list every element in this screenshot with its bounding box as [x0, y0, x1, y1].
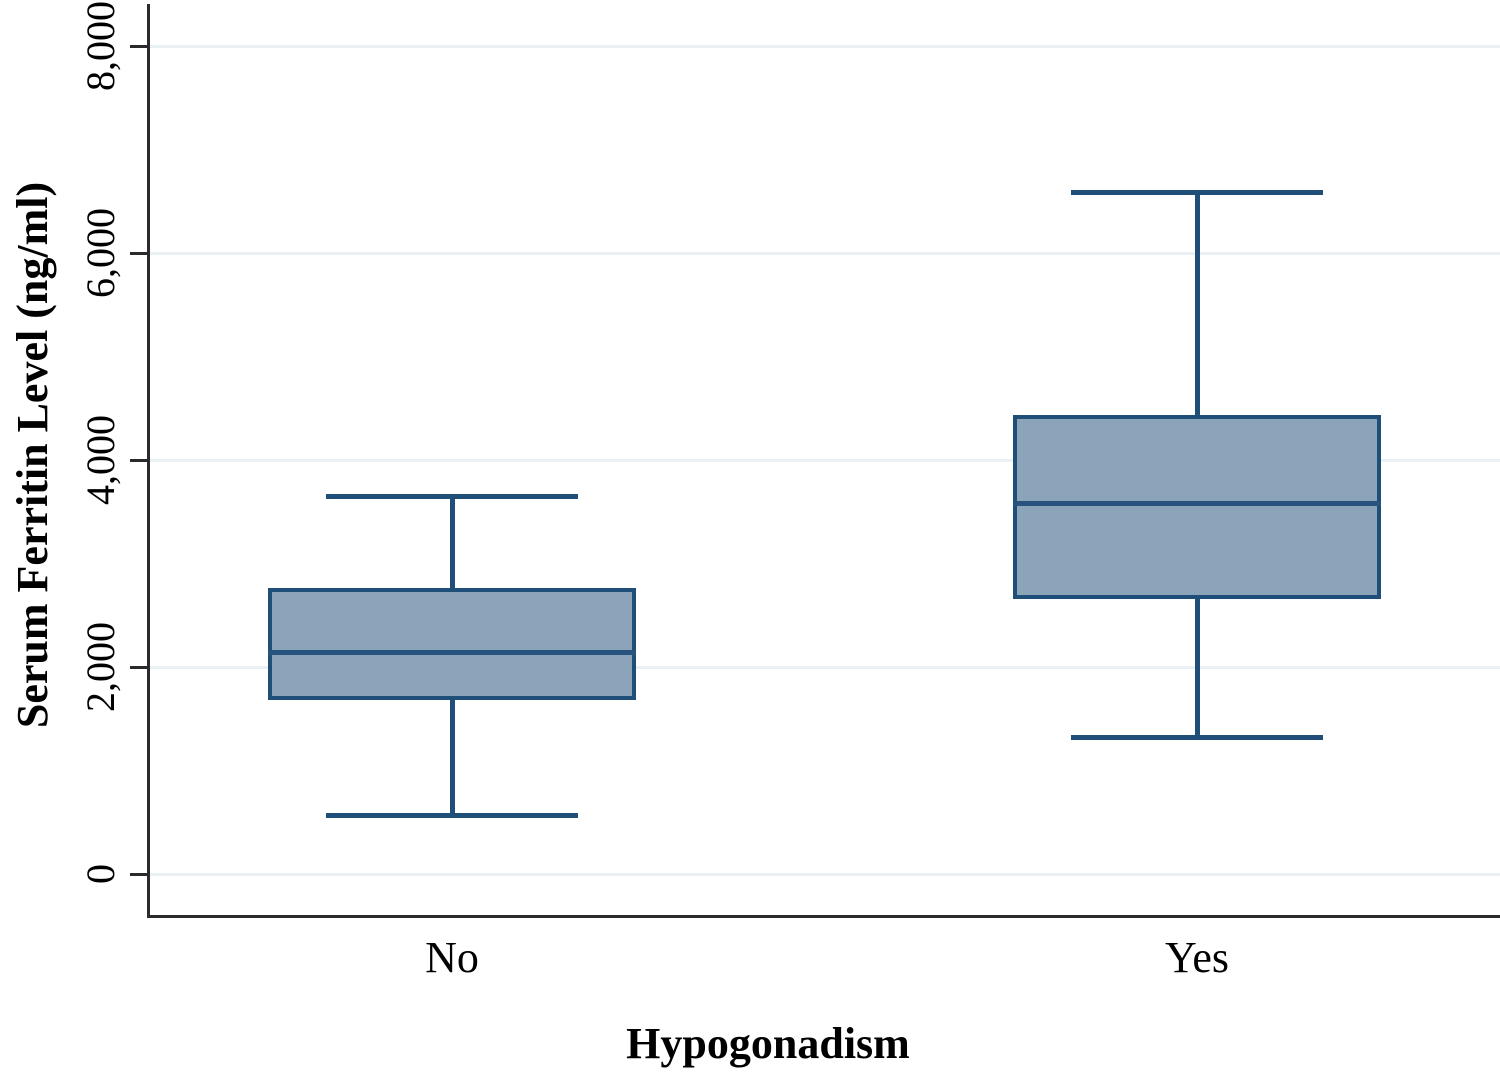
x-category-label-yes: Yes [1164, 933, 1230, 982]
y-tick-label: 0 [78, 864, 123, 884]
upper-whisker-no [449, 496, 455, 589]
x-axis-title: Hypogonadism [626, 1019, 910, 1068]
x-axis-line [147, 915, 1500, 918]
y-gridline [150, 459, 1500, 462]
y-tick-label: 4,000 [78, 415, 123, 505]
lower-whisker-no [449, 700, 455, 815]
median-line-yes [1013, 500, 1381, 506]
y-tick-mark [130, 873, 147, 876]
median-line-no [268, 650, 636, 655]
upper-whisker-yes [1194, 192, 1200, 416]
y-gridline [150, 666, 1500, 669]
y-tick-label: 6,000 [78, 208, 123, 298]
y-tick-mark [130, 252, 147, 255]
y-tick-mark [130, 459, 147, 462]
lower-whisker-cap-no [326, 812, 578, 818]
y-tick-mark [130, 666, 147, 669]
upper-whisker-cap-no [326, 493, 578, 499]
y-tick-mark [130, 45, 147, 48]
y-axis-line [147, 4, 150, 918]
upper-whisker-cap-yes [1071, 190, 1323, 196]
y-tick-label: 2,000 [78, 622, 123, 712]
y-axis-title: Serum Ferritin Level (ng/ml) [8, 181, 57, 729]
y-tick-label: 8,000 [78, 1, 123, 91]
lower-whisker-yes [1194, 598, 1200, 738]
x-category-label-no: No [425, 933, 479, 982]
y-gridline [150, 252, 1500, 255]
iqr-box-no [268, 588, 636, 701]
lower-whisker-cap-yes [1071, 734, 1323, 740]
iqr-box-yes [1013, 415, 1381, 599]
y-gridline [150, 873, 1500, 876]
y-gridline [150, 45, 1500, 48]
